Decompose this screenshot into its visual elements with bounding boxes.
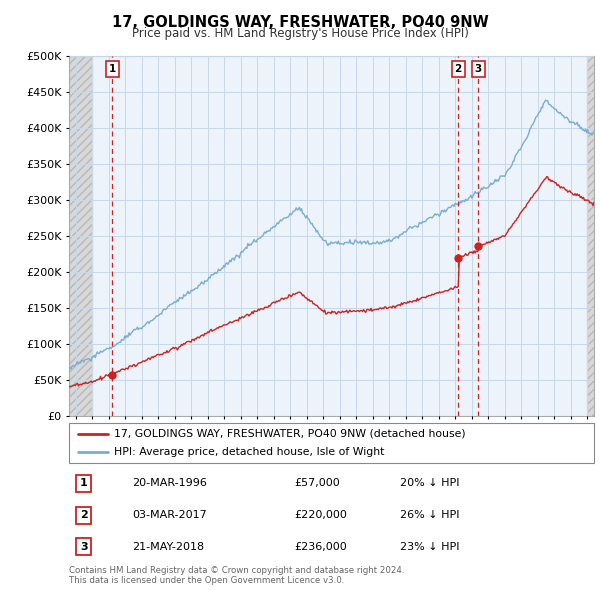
Text: 1: 1: [80, 478, 88, 488]
Text: 17, GOLDINGS WAY, FRESHWATER, PO40 9NW (detached house): 17, GOLDINGS WAY, FRESHWATER, PO40 9NW (…: [113, 429, 465, 439]
Text: HPI: Average price, detached house, Isle of Wight: HPI: Average price, detached house, Isle…: [113, 447, 384, 457]
Text: 1: 1: [109, 64, 116, 74]
Text: Contains HM Land Registry data © Crown copyright and database right 2024.
This d: Contains HM Land Registry data © Crown c…: [69, 566, 404, 585]
Text: 03-MAR-2017: 03-MAR-2017: [132, 510, 207, 520]
Text: 3: 3: [80, 542, 88, 552]
Text: £57,000: £57,000: [295, 478, 341, 488]
Bar: [587, 56, 594, 416]
Text: £220,000: £220,000: [295, 510, 347, 520]
Text: 20% ↓ HPI: 20% ↓ HPI: [400, 478, 459, 488]
Text: Price paid vs. HM Land Registry's House Price Index (HPI): Price paid vs. HM Land Registry's House …: [131, 27, 469, 40]
Text: 23% ↓ HPI: 23% ↓ HPI: [400, 542, 459, 552]
Bar: [69, 56, 92, 416]
Text: 17, GOLDINGS WAY, FRESHWATER, PO40 9NW: 17, GOLDINGS WAY, FRESHWATER, PO40 9NW: [112, 15, 488, 30]
Text: 21-MAY-2018: 21-MAY-2018: [132, 542, 204, 552]
Text: 26% ↓ HPI: 26% ↓ HPI: [400, 510, 459, 520]
Text: 2: 2: [80, 510, 88, 520]
Text: 20-MAR-1996: 20-MAR-1996: [132, 478, 207, 488]
Bar: [587, 56, 594, 416]
FancyBboxPatch shape: [69, 423, 594, 463]
Text: £236,000: £236,000: [295, 542, 347, 552]
Text: 3: 3: [475, 64, 482, 74]
Bar: [69, 56, 92, 416]
Text: 2: 2: [455, 64, 462, 74]
